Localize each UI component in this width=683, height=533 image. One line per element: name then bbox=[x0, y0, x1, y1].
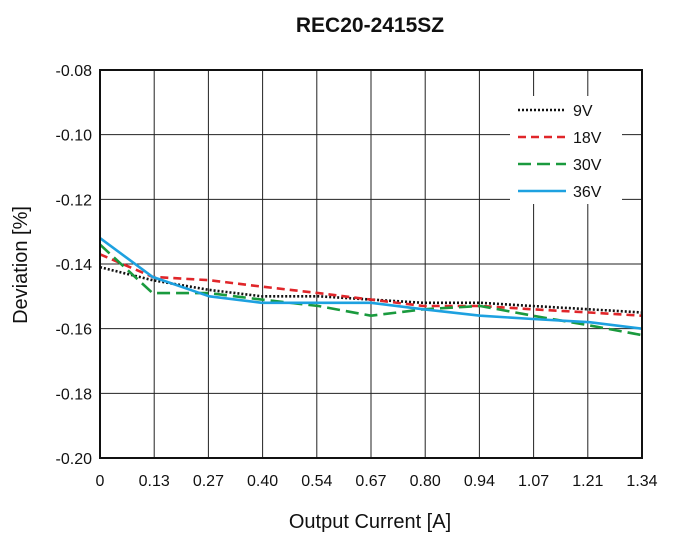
y-tick-label: -0.16 bbox=[56, 322, 93, 339]
x-tick-label: 0.67 bbox=[355, 473, 386, 490]
grid bbox=[100, 70, 642, 458]
y-tick-label: -0.18 bbox=[56, 386, 93, 403]
x-tick-label: 1.21 bbox=[572, 473, 603, 490]
x-tick-label: 0.13 bbox=[139, 473, 170, 490]
y-tick-label: -0.10 bbox=[56, 128, 93, 145]
x-tick-label: 0.94 bbox=[464, 473, 495, 490]
y-tick-label: -0.12 bbox=[56, 192, 93, 209]
x-tick-label: 0.27 bbox=[193, 473, 224, 490]
y-axis-label: Deviation [%] bbox=[10, 206, 32, 324]
legend-label-9v: 9V bbox=[573, 103, 593, 120]
series-line-30v bbox=[99, 243, 643, 337]
x-tick-label: 0.80 bbox=[410, 473, 441, 490]
x-tick-label: 1.07 bbox=[518, 473, 549, 490]
y-tick-label: -0.20 bbox=[56, 451, 93, 468]
series-line-36v bbox=[99, 237, 643, 330]
x-tick-label: 0.40 bbox=[247, 473, 278, 490]
x-tick-label: 1.34 bbox=[626, 473, 657, 490]
legend-box bbox=[510, 96, 622, 204]
legend-label-30v: 30V bbox=[573, 157, 602, 174]
x-tick-label: 0 bbox=[96, 473, 105, 490]
y-tick-label: -0.14 bbox=[56, 257, 93, 274]
plot-frame bbox=[99, 69, 643, 459]
series-layer bbox=[99, 237, 643, 337]
legend-label-18v: 18V bbox=[573, 130, 602, 147]
x-tick-label: 0.54 bbox=[301, 473, 332, 490]
y-tick-label: -0.08 bbox=[56, 63, 93, 80]
series-line-18v bbox=[99, 253, 643, 317]
x-axis-label: Output Current [A] bbox=[289, 511, 451, 533]
chart-title: REC20-2415SZ bbox=[296, 14, 444, 37]
y-tick-labels: -0.08 -0.10 -0.12 -0.14 -0.16 -0.18 -0.20 bbox=[56, 63, 93, 468]
legend: 9V 18V 30V 36V bbox=[510, 96, 622, 204]
x-tick-labels: 0 0.13 0.27 0.40 0.54 0.67 0.80 0.94 1.07 1.21 1.3… bbox=[96, 473, 658, 490]
legend-label-36v: 36V bbox=[573, 184, 602, 201]
